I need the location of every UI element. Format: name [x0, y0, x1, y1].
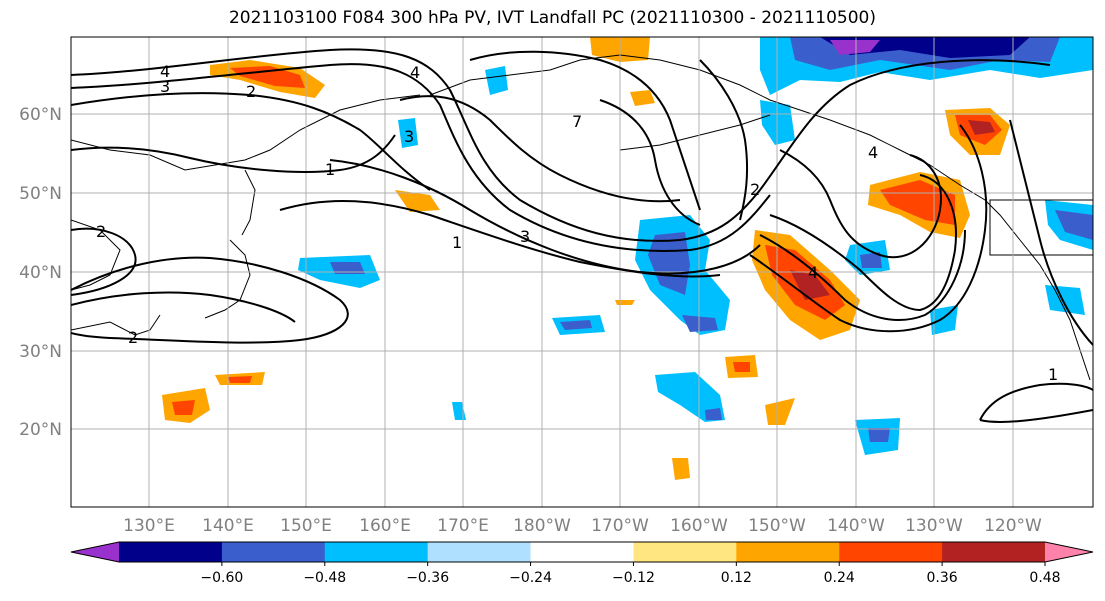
colorbar-segment — [119, 542, 223, 562]
contour-label: 3 — [404, 127, 414, 146]
lon-label: 140°W — [827, 516, 885, 536]
colorbar-tick-label: 0.36 — [927, 570, 958, 586]
colorbar-tick-label: 0.12 — [721, 570, 752, 586]
colorbar-tick-label: −0.12 — [612, 570, 655, 586]
colorbar-segment — [530, 542, 634, 562]
colorbar-segment — [942, 542, 1046, 562]
ivt-contours — [71, 48, 1093, 423]
lon-label: 160°W — [670, 516, 728, 536]
colorbar-tick-label: 0.24 — [824, 570, 855, 586]
contour-label: 2 — [246, 82, 256, 101]
colorbar-segment — [736, 542, 840, 562]
colorbar-extend-low — [71, 542, 119, 562]
lon-label: 130°W — [905, 516, 963, 536]
contour-label: 1 — [1048, 365, 1058, 384]
colorbar-tick-label: −0.36 — [406, 570, 449, 586]
lon-label: 170°W — [591, 516, 649, 536]
colorbar-segment — [633, 542, 737, 562]
lon-label: 170°E — [437, 516, 489, 536]
pv-shading — [162, 37, 1093, 480]
colorbar-segment — [427, 542, 532, 562]
colorbar-tick-label: 0.48 — [1029, 570, 1060, 586]
map-border — [70, 36, 1094, 508]
contour-label: 3 — [160, 77, 170, 96]
contour-label: 4 — [808, 263, 818, 282]
lat-label: 30°N — [19, 342, 62, 362]
lon-label: 150°W — [748, 516, 806, 536]
colorbar-tick-label: −0.48 — [303, 570, 346, 586]
contour-label-group: 4 3 2 1 1 3 2 2 7 4 2 4 1 4 3 — [96, 62, 1058, 384]
lon-label: 120°W — [984, 516, 1042, 536]
colorbar-segment — [839, 542, 943, 562]
colorbar-segment — [324, 542, 429, 562]
contour-label: 2 — [96, 222, 106, 241]
lon-label: 150°E — [280, 516, 332, 536]
lat-label: 60°N — [19, 105, 62, 125]
lat-label: 20°N — [19, 420, 62, 440]
colorbar-extend-high — [1045, 542, 1093, 562]
contour-label: 2 — [750, 180, 760, 199]
colorbar-tick-label: −0.60 — [200, 570, 243, 586]
lon-label: 130°E — [123, 516, 175, 536]
lon-label: 160°E — [359, 516, 411, 536]
contour-label: 4 — [410, 63, 420, 82]
contour-label: 7 — [572, 112, 582, 131]
contour-label: 3 — [520, 227, 530, 246]
map-title: 2021103100 F084 300 hPa PV, IVT Landfall… — [228, 8, 876, 28]
contour-label: 4 — [868, 143, 878, 162]
lat-label: 50°N — [19, 184, 62, 204]
contour-label: 4 — [160, 62, 170, 81]
gridlines — [71, 37, 1093, 507]
colorbar-tick-label: −0.24 — [509, 570, 552, 586]
longitude-labels: 130°E 140°E 150°E 160°E 170°E 180°W 170°… — [123, 516, 1042, 536]
lon-label: 180°W — [513, 516, 571, 536]
lat-label: 40°N — [19, 263, 62, 283]
contour-label: 1 — [452, 233, 462, 252]
contour-label: 1 — [325, 160, 335, 179]
latitude-labels: 60°N 50°N 40°N 30°N 20°N — [19, 105, 62, 440]
colorbar-outline — [70, 541, 1094, 563]
contour-label: 2 — [128, 328, 138, 347]
colorbar: −0.60 −0.48 −0.36 −0.24 −0.12 0.12 0.24 0.36 0.4… — [70, 541, 1094, 586]
colorbar-segment — [221, 542, 326, 562]
lon-label: 140°E — [202, 516, 254, 536]
